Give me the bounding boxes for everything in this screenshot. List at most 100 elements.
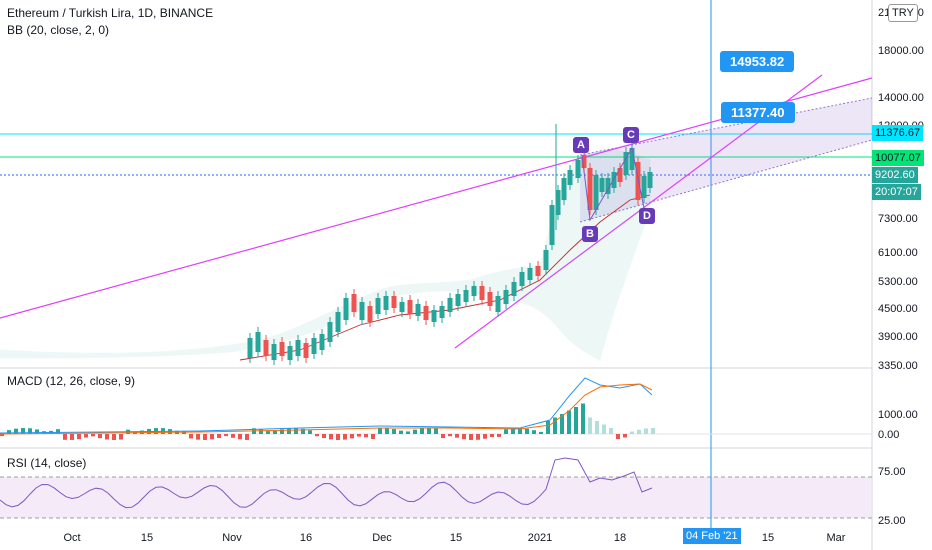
candle bbox=[587, 168, 593, 210]
macd-histogram-bar bbox=[217, 434, 221, 438]
signal-line bbox=[0, 383, 653, 435]
price-axis-tick: 6100.00 bbox=[878, 247, 918, 259]
cyan-price-label: 11376.67 bbox=[872, 125, 924, 141]
candle bbox=[593, 175, 599, 210]
macd-histogram-bar bbox=[259, 429, 263, 434]
macd-histogram-bar bbox=[518, 428, 522, 434]
price-axis-tick: 3900.00 bbox=[878, 331, 918, 343]
macd-histogram-bar bbox=[476, 434, 480, 440]
macd-histogram-bar bbox=[112, 434, 116, 440]
macd-histogram-bar bbox=[469, 434, 473, 440]
last-price-label: 9202.60 bbox=[872, 167, 918, 183]
candle bbox=[635, 162, 641, 200]
x-axis-tick: 15 bbox=[450, 532, 462, 544]
candle bbox=[543, 250, 549, 270]
candle bbox=[351, 294, 357, 312]
macd-histogram-bar bbox=[651, 428, 655, 434]
macd-histogram-bar bbox=[553, 417, 557, 434]
rsi-band bbox=[0, 477, 872, 518]
candle bbox=[343, 298, 349, 320]
macd-histogram-bar bbox=[322, 434, 326, 439]
candle bbox=[617, 168, 623, 182]
macd-histogram-bar bbox=[399, 430, 403, 434]
macd-histogram-bar bbox=[98, 434, 102, 439]
macd-histogram-bar bbox=[497, 434, 501, 437]
macd-line bbox=[0, 377, 653, 434]
macd-histogram-bar bbox=[406, 431, 410, 434]
macd-histogram-bar bbox=[343, 434, 347, 440]
candle bbox=[287, 346, 293, 360]
currency-badge[interactable]: TRY bbox=[888, 4, 918, 22]
candle bbox=[303, 343, 309, 358]
candle bbox=[391, 296, 397, 308]
macd-histogram-bar bbox=[301, 428, 305, 434]
x-axis-tick: 15 bbox=[762, 532, 774, 544]
candle bbox=[247, 338, 253, 358]
macd-histogram-bar bbox=[119, 434, 123, 440]
x-axis-tick: Nov bbox=[222, 532, 242, 544]
macd-histogram-bar bbox=[560, 414, 564, 434]
rsi-axis-tick: 75.00 bbox=[878, 466, 906, 478]
macd-histogram-bar bbox=[70, 434, 74, 440]
macd-histogram-bar bbox=[532, 430, 536, 434]
price-axis-tick: 7300.00 bbox=[878, 213, 918, 225]
pattern-point-a: A bbox=[573, 137, 589, 153]
macd-histogram-bar bbox=[308, 430, 312, 434]
candle bbox=[647, 172, 653, 188]
macd-histogram-bar bbox=[511, 428, 515, 434]
macd-histogram-bar bbox=[28, 428, 32, 434]
candle bbox=[255, 332, 261, 352]
macd-histogram-bar bbox=[21, 428, 25, 434]
candle bbox=[375, 298, 381, 314]
countdown-label: 20:07:07 bbox=[872, 184, 921, 200]
price-axis-tick: 5300.00 bbox=[878, 276, 918, 288]
macd-histogram-bar bbox=[588, 417, 592, 434]
x-axis-tick: Oct bbox=[63, 532, 80, 544]
macd-histogram-bar bbox=[189, 434, 193, 439]
candle bbox=[623, 152, 629, 175]
candle bbox=[415, 304, 421, 316]
macd-histogram-bar bbox=[364, 434, 368, 438]
candle bbox=[263, 340, 269, 356]
upper-price-callout[interactable]: 14953.82 bbox=[720, 51, 795, 72]
macd-histogram-bar bbox=[378, 428, 382, 434]
pattern-point-b: B bbox=[582, 226, 598, 242]
candle bbox=[599, 178, 605, 192]
macd-histogram-bar bbox=[427, 428, 431, 434]
macd-histogram-bar bbox=[441, 434, 445, 439]
macd-histogram-bar bbox=[238, 434, 242, 440]
macd-histogram-bar bbox=[637, 429, 641, 434]
macd-histogram-bar bbox=[567, 410, 571, 434]
macd-histogram-bar bbox=[273, 430, 277, 434]
candle bbox=[555, 190, 561, 215]
candle bbox=[279, 342, 285, 356]
macd-histogram-bar bbox=[294, 428, 298, 434]
candle bbox=[455, 294, 461, 306]
macd-histogram-bar bbox=[630, 431, 634, 434]
macd-histogram-bar bbox=[0, 434, 4, 436]
macd-histogram-bar bbox=[574, 407, 578, 434]
macd-histogram-bar bbox=[546, 421, 550, 434]
macd-histogram-bar bbox=[420, 428, 424, 434]
macd-histogram-bar bbox=[455, 434, 459, 438]
x-axis-tick: 18 bbox=[614, 532, 626, 544]
candle bbox=[561, 178, 567, 200]
macd-histogram-bar bbox=[490, 434, 494, 438]
macd-histogram-bar bbox=[623, 434, 627, 438]
macd-histogram-bar bbox=[644, 428, 648, 434]
candle bbox=[439, 306, 445, 318]
lower-price-callout[interactable]: 11377.40 bbox=[721, 102, 795, 123]
macd-histogram-bar bbox=[392, 429, 396, 434]
macd-histogram-bar bbox=[448, 434, 452, 437]
x-axis-tick: Dec bbox=[372, 532, 392, 544]
macd-axis-tick: 0.00 bbox=[878, 429, 899, 441]
macd-histogram-bar bbox=[84, 434, 88, 438]
bollinger-band bbox=[0, 150, 651, 361]
candle bbox=[367, 306, 373, 322]
macd-axis-tick: 1000.00 bbox=[878, 409, 918, 421]
candle bbox=[535, 266, 541, 276]
pattern-point-d: D bbox=[639, 208, 655, 224]
macd-histogram-bar bbox=[371, 434, 375, 439]
